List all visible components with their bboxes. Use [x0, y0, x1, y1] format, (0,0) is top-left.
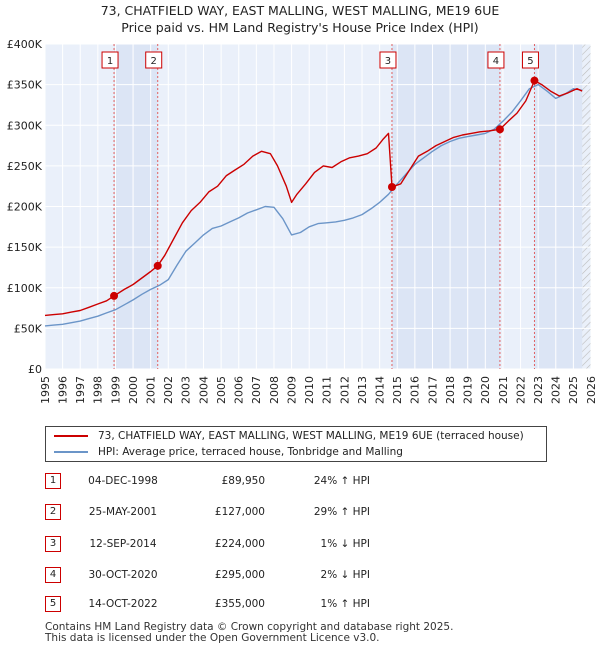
x-tick-label: 1997	[74, 376, 87, 404]
transaction-price: £295,000	[214, 569, 265, 581]
x-tick-label: 2025	[567, 376, 580, 404]
price-chart: 1 2 3 4 5 £0 £50K £100K £150K £200K £250K £300K £350…	[7, 38, 598, 404]
sale-point	[110, 291, 119, 300]
x-tick-label: 2015	[391, 376, 404, 404]
x-tick-label: 2021	[497, 376, 510, 404]
x-tick-label: 2002	[162, 376, 175, 404]
table-row: 3 12-SEP-2014 £224,000 1% ↓ HPI	[0, 535, 600, 553]
x-tick-label: 2010	[303, 376, 316, 404]
transaction-number: 1	[45, 473, 61, 489]
transaction-price: £89,950	[221, 475, 265, 487]
x-tick-label: 1996	[56, 376, 69, 404]
x-tick-label: 2026	[585, 376, 598, 404]
transaction-price: £224,000	[214, 538, 265, 550]
transaction-date: 25-MAY-2001	[88, 506, 158, 518]
x-tick-label: 2020	[479, 376, 492, 404]
sale-label-text: 5	[527, 56, 533, 67]
x-tick-label: 2011	[321, 376, 334, 404]
transaction-number: 5	[45, 596, 61, 612]
sale-label-text: 2	[151, 56, 157, 67]
table-row: 2 25-MAY-2001 £127,000 29% ↑ HPI	[0, 503, 600, 521]
table-row: 5 14-OCT-2022 £355,000 1% ↑ HPI	[0, 595, 600, 613]
transaction-price: £127,000	[214, 506, 265, 518]
transaction-date: 14-OCT-2022	[88, 598, 158, 610]
sale-label-text: 3	[385, 56, 391, 67]
sale-label-box	[487, 51, 505, 69]
x-tick-label: 2008	[268, 376, 281, 404]
y-tick-label: £100K	[7, 282, 43, 295]
transaction-price: £355,000	[214, 598, 265, 610]
sale-label-box	[379, 51, 397, 69]
y-tick-label: £350K	[7, 79, 43, 92]
footer-licence: This data is licensed under the Open Gov…	[45, 632, 380, 644]
y-tick-label: £0	[28, 363, 42, 376]
x-tick-label: 2000	[127, 376, 140, 404]
legend-swatch-hpi	[54, 451, 88, 453]
sale-label-text: 4	[493, 56, 499, 67]
sale-label-box	[101, 51, 119, 69]
x-tick-label: 2005	[215, 376, 228, 404]
x-tick-label: 1995	[39, 376, 52, 404]
chart-legend: 73, CHATFIELD WAY, EAST MALLING, WEST MA…	[45, 426, 547, 462]
transaction-hpi-diff: 29% ↑ HPI	[313, 506, 370, 518]
footer-copyright: Contains HM Land Registry data © Crown c…	[45, 621, 454, 633]
x-tick-label: 2007	[250, 376, 263, 404]
x-tick-label: 2012	[338, 376, 351, 404]
transaction-number: 3	[45, 536, 61, 552]
x-tick-label: 2018	[444, 376, 457, 404]
x-tick-label: 1999	[109, 376, 122, 404]
sale-point	[387, 183, 396, 191]
x-tick-label: 2006	[233, 376, 246, 404]
sale-point	[153, 261, 162, 270]
table-row: 1 04-DEC-1998 £89,950 24% ↑ HPI	[0, 472, 600, 490]
x-tick-label: 2023	[532, 376, 545, 404]
x-tick-label: 1998	[92, 376, 105, 404]
x-tick-label: 2019	[462, 376, 475, 404]
x-tick-label: 2003	[180, 376, 193, 404]
x-tick-label: 2001	[145, 376, 158, 404]
x-tick-label: 2014	[373, 376, 386, 404]
property-price-line	[44, 79, 583, 317]
x-tick-label: 2024	[550, 376, 563, 404]
y-tick-label: £300K	[7, 119, 43, 132]
transaction-date: 04-DEC-1998	[88, 475, 158, 487]
chart-title: 73, CHATFIELD WAY, EAST MALLING, WEST MA…	[100, 3, 500, 18]
x-tick-label: 2013	[356, 376, 369, 404]
y-tick-label: £250K	[7, 160, 43, 173]
sale-point	[530, 76, 539, 85]
transaction-hpi-diff: 24% ↑ HPI	[313, 475, 370, 487]
sale-label-box	[521, 51, 539, 69]
x-tick-label: 2022	[514, 376, 527, 404]
y-tick-label: £50K	[14, 322, 43, 335]
sale-label-box	[145, 51, 163, 69]
transaction-hpi-diff: 2% ↓ HPI	[320, 569, 370, 581]
chart-subtitle: Price paid vs. HM Land Registry's House …	[121, 20, 479, 35]
table-row: 4 30-OCT-2020 £295,000 2% ↓ HPI	[0, 566, 600, 584]
legend-label-property: 73, CHATFIELD WAY, EAST MALLING, WEST MA…	[98, 430, 524, 442]
x-tick-label: 2017	[426, 376, 439, 404]
transaction-date: 12-SEP-2014	[89, 538, 157, 550]
transaction-hpi-diff: 1% ↓ HPI	[320, 538, 370, 550]
sale-label-text: 1	[107, 56, 113, 67]
legend-label-hpi: HPI: Average price, terraced house, Tonb…	[98, 446, 403, 458]
x-tick-label: 2009	[285, 376, 298, 404]
transaction-date: 30-OCT-2020	[88, 569, 158, 581]
sale-point	[495, 125, 504, 134]
x-tick-label: 2016	[409, 376, 422, 404]
x-tick-label: 2004	[197, 376, 210, 404]
legend-swatch-property	[54, 435, 88, 437]
y-tick-label: £400K	[7, 38, 43, 51]
transaction-number: 4	[45, 567, 61, 583]
y-tick-label: £200K	[7, 201, 43, 214]
transaction-number: 2	[45, 504, 61, 520]
transaction-hpi-diff: 1% ↑ HPI	[320, 598, 370, 610]
y-tick-label: £150K	[7, 241, 43, 254]
